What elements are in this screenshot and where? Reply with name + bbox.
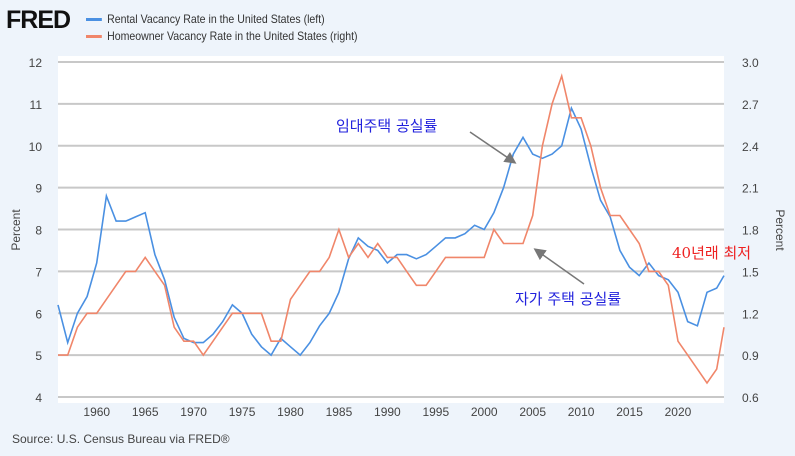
- y-tick-left: 5: [35, 349, 42, 363]
- y-tick-left: 7: [35, 265, 42, 279]
- annotation-40yr-low: 40년래 최저: [672, 244, 751, 262]
- y-tick-left: 9: [35, 182, 42, 196]
- x-tick: 1965: [132, 405, 159, 419]
- fred-logo: FRED: [6, 6, 71, 34]
- x-tick: 1980: [277, 405, 304, 419]
- source-note: Source: U.S. Census Bureau via FRED®: [12, 432, 230, 446]
- legend-label-homeowner: Homeowner Vacancy Rate in the United Sta…: [107, 29, 358, 43]
- annotation-rental: 임대주택 공실률: [336, 117, 438, 135]
- x-tick: 1975: [229, 405, 256, 419]
- y-tick-left: 10: [29, 140, 43, 154]
- x-tick: 2015: [616, 405, 643, 419]
- y-tick-left: 11: [30, 98, 43, 112]
- x-tick: 2000: [471, 405, 498, 419]
- y-label-left: Percent: [9, 209, 23, 251]
- y-tick-left: 4: [35, 391, 42, 405]
- x-tick: 1970: [180, 405, 207, 419]
- y-tick-left: 8: [35, 224, 42, 238]
- y-tick-right: 1.8: [742, 224, 759, 238]
- x-tick: 2005: [519, 405, 546, 419]
- y-tick-right: 3.0: [742, 56, 759, 70]
- legend-swatch-homeowner: [86, 35, 102, 39]
- y-tick-left: 6: [35, 307, 42, 321]
- homeowner-vacancy-line: [58, 73, 725, 385]
- x-tick: 1960: [83, 405, 110, 419]
- x-tick: 2020: [665, 405, 692, 419]
- rental-vacancy-line: [57, 105, 725, 357]
- y-tick-right: 2.1: [742, 182, 759, 196]
- legend-item-rental: Rental Vacancy Rate in the United States…: [86, 12, 325, 26]
- legend-swatch-rental: [86, 18, 102, 22]
- y-label-right: Percent: [773, 209, 787, 251]
- annotation-arrow: [533, 248, 585, 285]
- y-tick-right: 1.2: [742, 307, 759, 321]
- x-tick: 1995: [422, 405, 449, 419]
- x-tick: 1990: [374, 405, 401, 419]
- y-tick-right: 1.5: [742, 265, 759, 279]
- y-tick-right: 0.6: [742, 391, 759, 405]
- annotation-arrow: [469, 131, 517, 164]
- y-tick-right: 2.4: [742, 140, 759, 154]
- legend-label-rental: Rental Vacancy Rate in the United States…: [107, 12, 325, 26]
- x-tick: 2010: [568, 405, 595, 419]
- y-tick-left: 12: [29, 56, 43, 70]
- y-tick-right: 2.7: [742, 98, 759, 112]
- annotation-homeowner: 자가 주택 공실률: [515, 290, 621, 308]
- legend-item-homeowner: Homeowner Vacancy Rate in the United Sta…: [86, 29, 358, 43]
- x-tick: 1985: [326, 405, 353, 419]
- y-tick-right: 0.9: [742, 349, 759, 363]
